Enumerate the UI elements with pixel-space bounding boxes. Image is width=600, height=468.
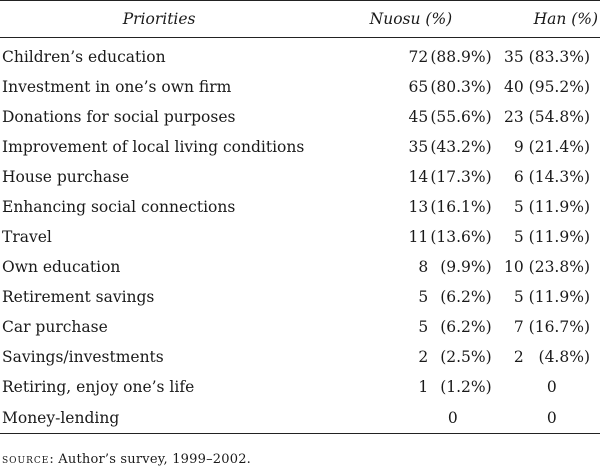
header-row: Priorities Nuosu (%) Han (%)	[0, 0, 600, 38]
table-row: Children’s education 72 (88.9%) 35 (83.3%)	[0, 38, 600, 73]
priority-label: Money-lending	[0, 402, 319, 434]
nuosu-count: 35	[408, 138, 429, 156]
priority-label: Travel	[2, 228, 52, 246]
han-count: 9	[513, 138, 524, 156]
priority-label: Own education	[2, 258, 121, 276]
han-percent: (11.9%)	[528, 288, 590, 306]
nuosu-percent: (88.9%)	[430, 48, 492, 66]
nuosu-percent: (80.3%)	[430, 78, 492, 96]
nuosu-percent: (43.2%)	[430, 138, 492, 156]
han-percent: (16.7%)	[528, 318, 590, 336]
han-count: 0	[546, 378, 557, 396]
header-han: Han (%)	[491, 0, 600, 38]
han-count: 0	[491, 402, 600, 434]
table-row: Own education 8 (9.9%) 10 (23.8%)	[0, 252, 600, 282]
han-count: 5	[513, 198, 524, 216]
table-row: Travel 11 (13.6%) 5 (11.9%)	[0, 222, 600, 252]
source-note: Source: Author’s survey, 1999–2002.	[2, 452, 251, 467]
nuosu-percent: (9.9%)	[440, 258, 492, 276]
header-priorities: Priorities	[0, 0, 319, 38]
nuosu-percent: (2.5%)	[440, 348, 492, 366]
han-percent: (83.3%)	[528, 48, 590, 66]
han-count: 6	[513, 168, 524, 186]
nuosu-count: 0	[318, 402, 492, 434]
nuosu-percent: (6.2%)	[440, 318, 492, 336]
han-count: 35	[504, 48, 524, 66]
header-nuosu: Nuosu (%)	[318, 0, 492, 38]
han-percent: (4.8%)	[538, 348, 590, 366]
nuosu-count: 1	[418, 378, 429, 396]
han-percent: (54.8%)	[528, 108, 590, 126]
priority-label: Donations for social purposes	[2, 108, 236, 126]
priorities-table: Priorities Nuosu (%) Han (%) Children’s …	[0, 0, 600, 434]
nuosu-percent: (13.6%)	[430, 228, 492, 246]
nuosu-count: 11	[408, 228, 429, 246]
nuosu-count: 5	[418, 318, 429, 336]
table-row: Improvement of local living conditions 35…	[0, 132, 600, 162]
priority-label: Savings/investments	[2, 348, 164, 366]
nuosu-count: 14	[408, 168, 429, 186]
han-count: 10	[504, 258, 524, 276]
priority-label: Investment in one’s own firm	[2, 78, 232, 96]
nuosu-count: 13	[408, 198, 429, 216]
table-body: Children’s education 72 (88.9%) 35 (83.3%) In…	[0, 38, 600, 434]
han-percent: (95.2%)	[528, 78, 590, 96]
table-row: Car purchase 5 (6.2%) 7 (16.7%)	[0, 312, 600, 342]
nuosu-percent: (16.1%)	[430, 198, 492, 216]
priority-label: Car purchase	[2, 318, 108, 336]
nuosu-count: 8	[418, 258, 429, 276]
table-row: Investment in one’s own firm 65 (80.3%) 40(…	[0, 72, 600, 102]
table-row: Retiring, enjoy one’s life 1 (1.2%) 0	[0, 372, 600, 402]
nuosu-count: 2	[418, 348, 429, 366]
nuosu-percent: (55.6%)	[430, 108, 492, 126]
priority-label: Retiring, enjoy one’s life	[2, 378, 195, 396]
nuosu-count: 65	[408, 78, 429, 96]
nuosu-count: 5	[418, 288, 429, 306]
nuosu-count: 45	[408, 108, 429, 126]
nuosu-percent: (17.3%)	[430, 168, 492, 186]
nuosu-percent: (1.2%)	[440, 378, 492, 396]
han-percent: (11.9%)	[528, 228, 590, 246]
priority-label: Retirement savings	[2, 288, 155, 306]
source-text: : Author’s survey, 1999–2002.	[49, 452, 252, 467]
han-count: 5	[513, 228, 524, 246]
nuosu-percent: (6.2%)	[440, 288, 492, 306]
table-row: Enhancing social connections 13 (16.1%) 5 (1…	[0, 192, 600, 222]
priority-label: Improvement of local living conditions	[2, 138, 305, 156]
nuosu-count: 72	[408, 48, 429, 66]
table-row: Donations for social purposes 45 (55.6%) 23…	[0, 102, 600, 132]
priority-label: House purchase	[2, 168, 130, 186]
table-row: House purchase 14 (17.3%) 6 (14.3%)	[0, 162, 600, 192]
han-percent: (11.9%)	[528, 198, 590, 216]
han-count: 2	[513, 348, 524, 366]
han-percent: (23.8%)	[528, 258, 590, 276]
han-percent: (21.4%)	[528, 138, 590, 156]
han-count: 40	[504, 78, 524, 96]
han-count: 7	[513, 318, 524, 336]
han-count: 5	[513, 288, 524, 306]
table-row: Savings/investments 2 (2.5%) 2 (4.8%)	[0, 342, 600, 372]
source-label: Source	[2, 452, 50, 467]
table-row: Retirement savings 5 (6.2%) 5 (11.9%)	[0, 282, 600, 312]
priorities-table-container: Priorities Nuosu (%) Han (%) Children’s …	[0, 0, 600, 434]
table-row: Money-lending 0 0	[0, 402, 600, 434]
priority-label: Children’s education	[2, 48, 166, 66]
priority-label: Enhancing social connections	[2, 198, 236, 216]
han-percent: (14.3%)	[528, 168, 590, 186]
table-header: Priorities Nuosu (%) Han (%)	[0, 0, 600, 38]
han-count: 23	[504, 108, 524, 126]
